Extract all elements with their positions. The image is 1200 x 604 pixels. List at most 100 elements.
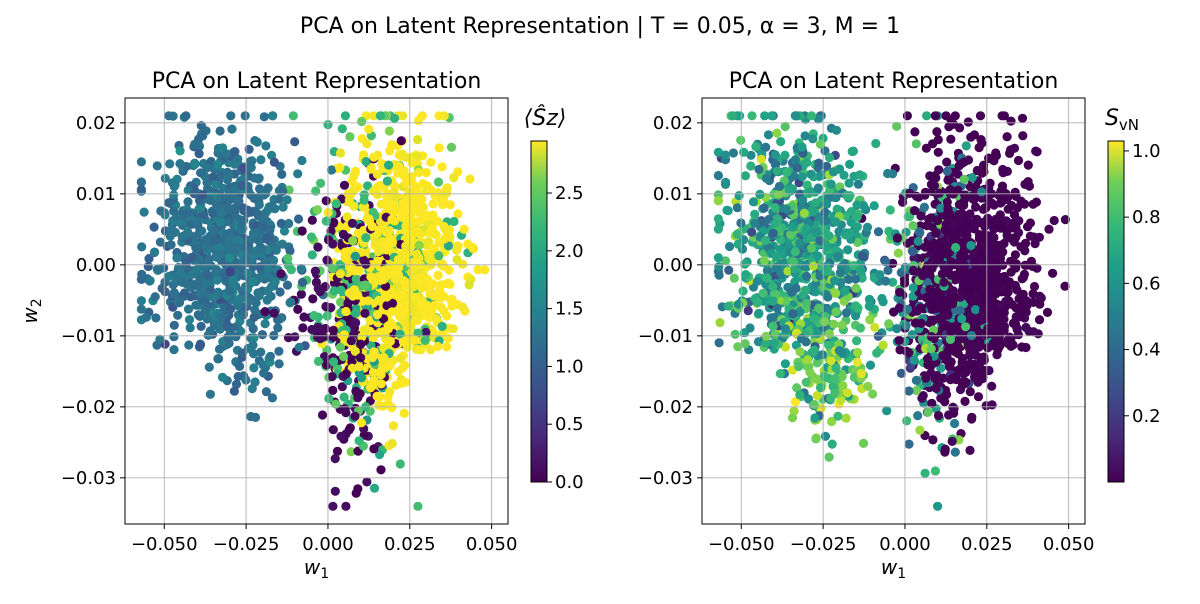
data-point — [989, 156, 999, 166]
data-point — [820, 431, 831, 441]
data-point — [855, 170, 865, 180]
data-point — [155, 237, 165, 247]
data-point — [1005, 148, 1015, 158]
data-point — [152, 161, 162, 171]
data-point — [835, 268, 846, 278]
data-point — [791, 283, 801, 293]
data-point — [975, 231, 985, 241]
data-point — [960, 396, 970, 406]
data-point — [369, 152, 379, 162]
y-tick-label: 0.01 — [653, 184, 693, 205]
data-point — [926, 213, 936, 223]
data-point — [728, 111, 738, 121]
data-point — [967, 414, 977, 424]
data-point — [424, 254, 434, 264]
data-point — [248, 277, 258, 287]
data-point — [973, 295, 983, 305]
data-point — [233, 154, 243, 164]
data-point — [908, 283, 918, 293]
data-point — [284, 218, 294, 229]
data-point — [948, 299, 958, 309]
data-point — [1021, 342, 1031, 353]
data-point — [376, 370, 386, 380]
data-point — [966, 240, 976, 251]
data-point — [780, 359, 791, 369]
data-point — [341, 369, 351, 379]
data-point — [795, 238, 805, 248]
data-point — [739, 147, 749, 157]
data-point — [790, 155, 801, 165]
data-point — [780, 342, 791, 352]
data-point — [849, 261, 859, 271]
data-point — [763, 130, 774, 140]
data-point — [955, 384, 966, 395]
colorbar-tick-label: 0.2 — [1132, 406, 1161, 427]
data-point — [814, 158, 824, 168]
data-point — [847, 146, 857, 157]
data-point — [921, 292, 931, 303]
data-point — [214, 344, 225, 354]
data-point — [347, 218, 357, 228]
data-point — [420, 335, 430, 345]
data-point — [227, 124, 237, 134]
data-point — [293, 304, 303, 314]
data-point — [144, 254, 154, 264]
data-point — [1016, 312, 1026, 322]
data-point — [787, 413, 798, 423]
data-point — [182, 208, 193, 218]
data-point — [369, 347, 379, 357]
data-point — [344, 288, 354, 298]
data-point — [795, 347, 805, 357]
data-point — [951, 270, 961, 280]
colorbar-label: ⟨Ŝz⟩ — [524, 105, 567, 131]
data-point — [967, 193, 977, 203]
data-point — [762, 266, 772, 276]
data-point — [892, 324, 902, 334]
data-point — [326, 165, 337, 175]
data-point — [209, 235, 219, 246]
data-point — [359, 150, 369, 160]
data-point — [213, 242, 223, 252]
data-point — [933, 147, 943, 157]
data-point — [1042, 307, 1053, 317]
data-point — [713, 147, 724, 157]
scatter-panel-2: PCA on Latent Representation −0.050 −0.025… — [638, 69, 1161, 582]
data-point — [217, 372, 228, 382]
data-point — [729, 273, 739, 283]
data-point — [349, 171, 359, 181]
data-point — [892, 121, 902, 131]
data-point — [1027, 261, 1038, 271]
data-point — [812, 328, 822, 339]
data-point — [753, 297, 763, 307]
data-point — [978, 305, 989, 315]
data-point — [169, 332, 179, 342]
data-point — [150, 292, 160, 302]
data-point — [230, 147, 240, 157]
data-point — [340, 111, 350, 121]
data-point — [740, 171, 751, 181]
data-point — [796, 333, 807, 344]
data-point — [933, 411, 944, 421]
data-point — [925, 284, 935, 294]
data-point — [788, 257, 799, 267]
data-point — [313, 283, 323, 294]
data-point — [274, 194, 284, 204]
data-point — [950, 418, 960, 429]
data-point — [713, 195, 724, 206]
data-point — [250, 377, 260, 387]
data-point — [253, 209, 263, 219]
data-point — [768, 296, 778, 306]
data-point — [1021, 322, 1031, 333]
data-point — [910, 127, 920, 137]
data-point — [213, 160, 223, 170]
data-point — [203, 184, 213, 194]
data-point — [199, 210, 209, 220]
data-point — [746, 150, 756, 160]
data-point — [958, 269, 968, 279]
data-point — [338, 351, 349, 362]
data-point — [838, 381, 848, 391]
data-point — [414, 240, 424, 250]
data-point — [444, 265, 454, 275]
x-tick-label: −0.050 — [708, 534, 775, 555]
data-point — [747, 227, 757, 237]
